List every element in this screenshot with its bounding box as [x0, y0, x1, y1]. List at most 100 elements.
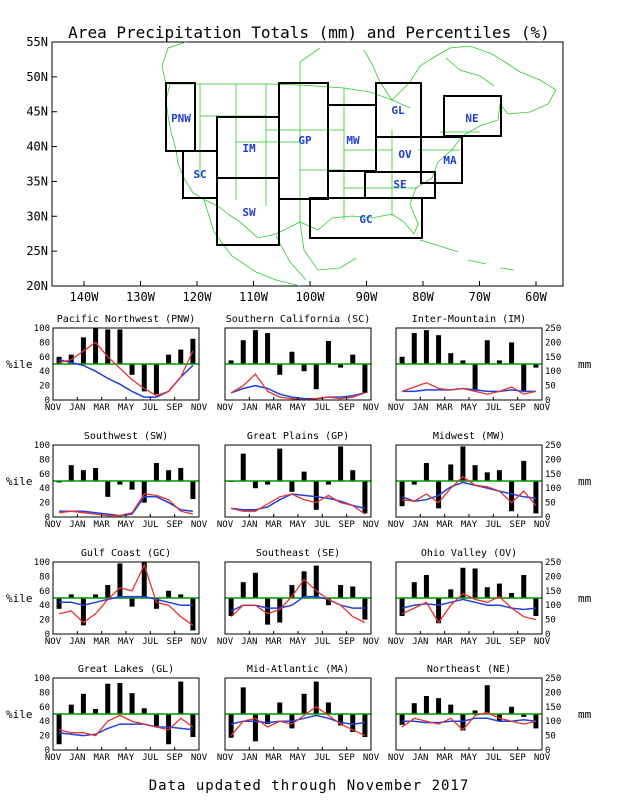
month-tick-label: SEP [339, 637, 356, 647]
month-tick-label: MAR [437, 637, 454, 647]
map-lon-label: 60W [525, 290, 547, 304]
month-tick-label: JAN [69, 753, 85, 763]
percentile-bar [178, 594, 184, 598]
box-ne [443, 95, 502, 137]
mm-tick-label: 50 [545, 382, 556, 392]
month-tick-label: MAR [266, 753, 283, 763]
mm-axis-label: mm [578, 358, 592, 371]
percentile-bar [362, 598, 368, 620]
box-gc [309, 197, 423, 239]
percentile-bar [105, 683, 111, 714]
footer-note: Data updated through November 2017 [149, 778, 470, 794]
percentile-bar [399, 598, 405, 616]
panel-sw: Southwest (SW) 100 80 60 40 20 0 %ile NOV JAN MAR M… [6, 431, 208, 530]
mm-tick-label: 150 [545, 587, 561, 597]
percentile-bar [521, 460, 527, 481]
normal-precip-line [401, 481, 536, 502]
month-tick-label: MAY [290, 637, 307, 647]
map-axis-ticks: 55N 50N 45N 40N 35N 30N 25N 20N 140W 130W 120W 110W… [26, 35, 547, 304]
month-tick-label: SEP [339, 520, 356, 530]
percentile-bar [423, 463, 429, 481]
percentile-bar [129, 598, 135, 607]
month-tick-label: MAY [118, 753, 135, 763]
percentile-bar [350, 354, 356, 364]
mm-tick-label: 250 [545, 558, 561, 568]
month-tick-label: JAN [241, 520, 257, 530]
percentile-bar [80, 598, 86, 626]
percentile-bar [117, 683, 123, 714]
mm-tick-label: 200 [545, 572, 561, 582]
region-label-im: IM [242, 142, 256, 155]
observed-precip-line [58, 341, 194, 397]
percentile-bar [399, 356, 405, 364]
month-tick-label: NOV [534, 753, 551, 763]
month-tick-label: NOV [191, 637, 208, 647]
pct-tick-label: 0 [45, 396, 50, 406]
map-lat-label: 30N [26, 209, 48, 223]
percentile-bar [521, 364, 527, 391]
percentile-bar [129, 693, 135, 714]
month-tick-label: NOV [534, 403, 551, 413]
pct-tick-label: 40 [39, 484, 50, 494]
percentile-bar [68, 594, 74, 598]
percentile-bar [93, 594, 99, 598]
percentile-bar [460, 446, 466, 481]
percentile-bar [166, 590, 172, 598]
percentile-bar [289, 481, 295, 492]
us-gulf-coast-outline [227, 103, 501, 239]
caribbean-islands [419, 239, 515, 271]
percentile-bar [362, 364, 368, 393]
map-lat-label: 25N [26, 244, 48, 258]
percentile-bar [325, 598, 331, 606]
pct-tick-label: 0 [45, 630, 50, 640]
mm-axis-label: mm [578, 592, 592, 605]
mm-tick-label: 100 [545, 717, 561, 727]
percentile-bar [448, 589, 454, 598]
month-tick-label: NOV [534, 520, 551, 530]
region-label-sc: SC [193, 168, 206, 181]
percentile-bar [313, 364, 319, 390]
percentile-bar [460, 714, 466, 731]
month-tick-label: SEP [510, 520, 527, 530]
percentile-bar [448, 464, 454, 481]
percentile-bar [472, 568, 478, 598]
percentile-bar [313, 681, 319, 714]
percentile-bar [178, 468, 184, 481]
month-tick-label: JAN [69, 637, 85, 647]
map-lon-label: 70W [469, 290, 491, 304]
month-tick-label: NOV [217, 637, 234, 647]
pct-axis-label: %ile [6, 708, 33, 721]
percentile-bar [338, 714, 344, 726]
region-label-mw: MW [346, 134, 360, 147]
month-tick-label: NOV [363, 637, 380, 647]
percentile-bar [301, 471, 307, 481]
panel-title: Midwest (MW) [433, 431, 505, 442]
map-lon-label: 120W [183, 290, 213, 304]
percentile-bar [399, 481, 405, 507]
mm-axis-label: mm [578, 708, 592, 721]
percentile-bar [105, 329, 111, 364]
pct-tick-label: 20 [39, 732, 50, 742]
pct-tick-label: 100 [34, 674, 50, 684]
observed-precip-line [402, 475, 537, 506]
month-tick-label: NOV [388, 637, 405, 647]
percentile-bar [93, 708, 99, 714]
pct-axis-label: %ile [6, 592, 33, 605]
panel-im: Inter-Mountain (IM) 250 200 150 100 50 0 mm NOV J… [388, 314, 592, 413]
panel-title: Great Plains (GP) [247, 431, 349, 442]
percentile-bar [496, 583, 502, 598]
month-tick-label: MAR [94, 403, 111, 413]
mm-tick-label: 0 [545, 513, 550, 523]
pct-tick-label: 20 [39, 616, 50, 626]
percentile-bar [240, 582, 246, 598]
month-tick-label: SEP [167, 637, 184, 647]
percentile-bar [399, 714, 405, 725]
percentile-bar [240, 687, 246, 714]
panel-title: Ohio Valley (OV) [421, 548, 517, 559]
month-tick-label: JUL [485, 753, 501, 763]
mm-tick-label: 100 [545, 367, 561, 377]
region-map: PNW SC IM SW GP MW GL OV SE GC MA NE 55N… [26, 35, 564, 304]
month-tick-label: MAR [266, 520, 283, 530]
percentile-bar [190, 481, 196, 499]
month-tick-label: NOV [388, 403, 405, 413]
